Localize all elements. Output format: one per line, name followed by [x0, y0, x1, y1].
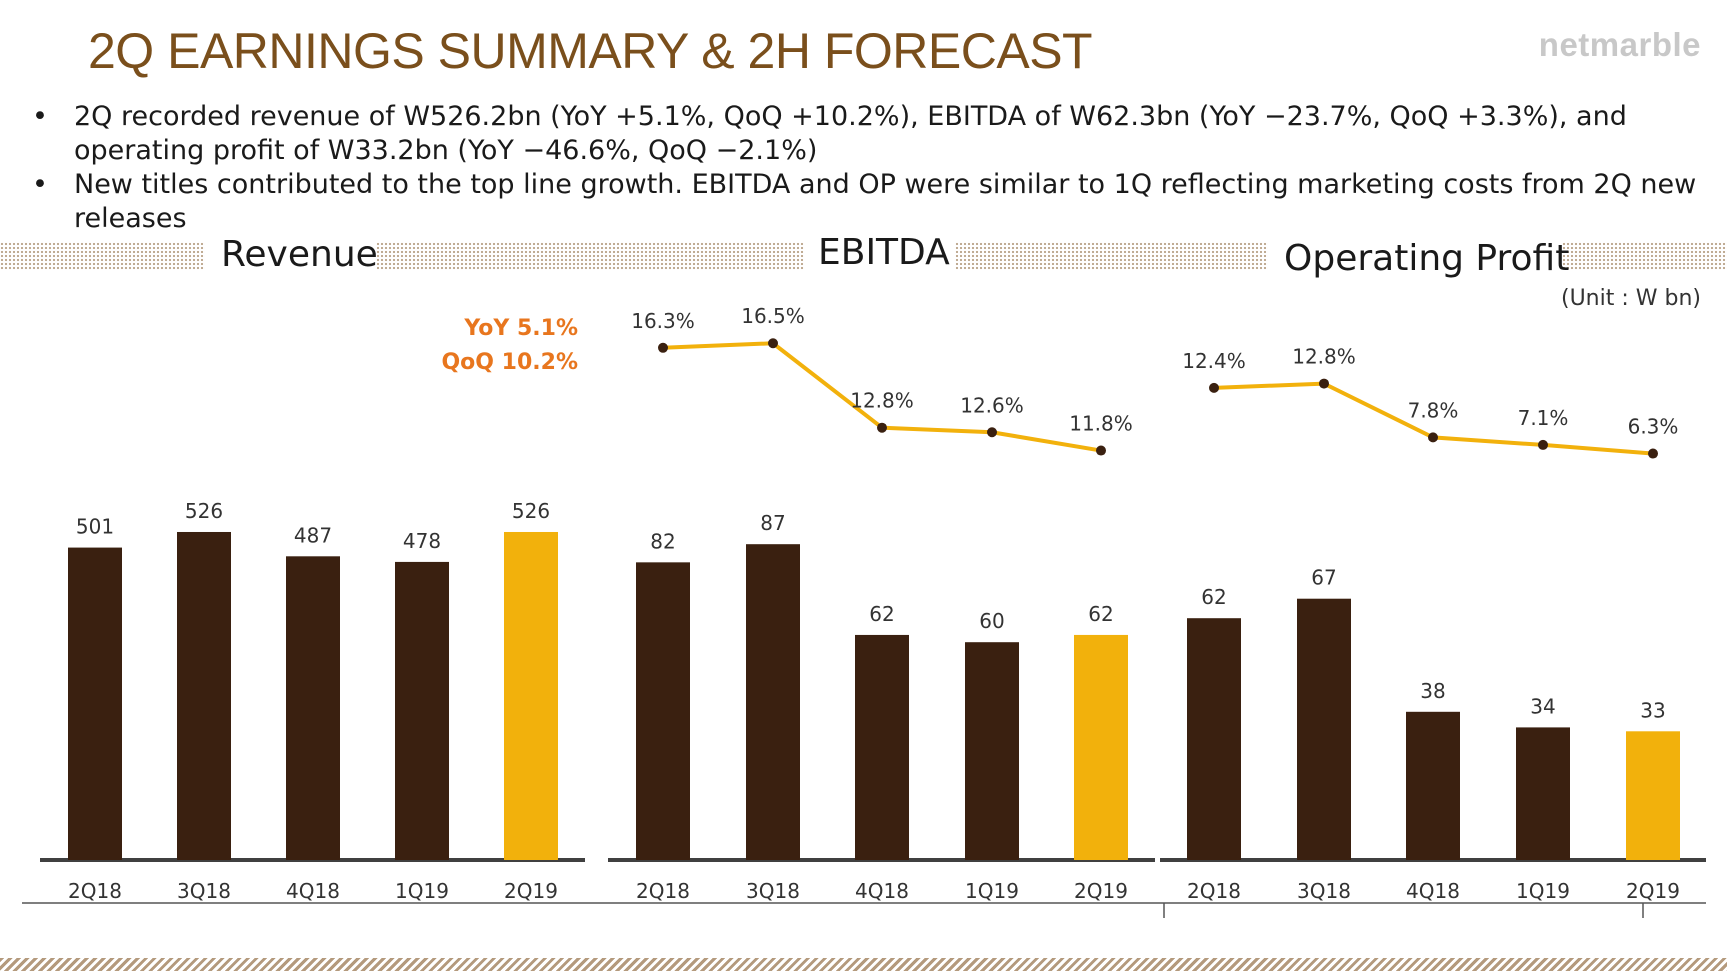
bar-value-label: 487 [294, 523, 332, 547]
netmarble-logo: netmarble [1538, 26, 1701, 63]
page-title: 2Q EARNINGS SUMMARY & 2H FORECAST [88, 23, 1093, 79]
margin-label: 12.8% [1292, 345, 1356, 369]
x-tick-label: 3Q18 [1297, 879, 1351, 903]
margin-label: 12.6% [960, 393, 1024, 417]
section-band [955, 242, 1268, 270]
bar-value-label: 34 [1530, 694, 1555, 718]
margin-label: 16.5% [741, 304, 805, 328]
footer-band [0, 958, 1727, 971]
bar-value-label: 526 [512, 499, 550, 523]
bar-3Q18 [746, 544, 800, 860]
bar-1Q19 [1516, 727, 1570, 860]
bar-1Q19 [965, 642, 1019, 860]
bar-2Q18 [1187, 618, 1241, 860]
x-tick-label: 4Q18 [855, 879, 909, 903]
margin-label: 16.3% [631, 309, 695, 333]
x-tick-label: 3Q18 [177, 879, 231, 903]
margin-point [987, 427, 997, 438]
margin-point [658, 342, 668, 353]
margin-label: 11.8% [1069, 412, 1133, 436]
bar-value-label: 33 [1640, 698, 1665, 722]
margin-point [877, 422, 887, 433]
op-section-title: Operating Profit [1284, 238, 1570, 279]
x-tick-label: 4Q18 [1406, 879, 1460, 903]
x-tick-label: 2Q18 [636, 879, 690, 903]
bar-value-label: 82 [650, 529, 675, 553]
bullet-item: 2Q recorded revenue of W526.2bn (YoY +5.… [30, 100, 1720, 168]
x-tick-label: 1Q19 [965, 879, 1019, 903]
bar-4Q18 [1406, 711, 1460, 860]
margin-point [1648, 448, 1658, 459]
margin-label: 7.8% [1408, 398, 1459, 422]
bar-value-label: 62 [869, 602, 894, 626]
margin-point [1209, 382, 1219, 393]
section-band [1562, 242, 1727, 270]
margin-point [1538, 439, 1548, 450]
bar-4Q18 [855, 634, 909, 860]
x-tick-label: 2Q18 [1187, 879, 1241, 903]
section-band [0, 242, 205, 270]
bar-value-label: 60 [979, 609, 1004, 633]
bar-2Q19 [1074, 634, 1128, 860]
section-band [376, 242, 804, 270]
bar-value-label: 478 [403, 529, 441, 553]
bar-2Q18 [636, 562, 690, 860]
unit-label: (Unit : W bn) [1560, 286, 1701, 311]
bar-value-label: 87 [760, 511, 785, 535]
bar-value-label: 501 [76, 515, 114, 539]
ebitda-section-title: EBITDA [818, 232, 950, 273]
margin-label: 12.4% [1182, 349, 1246, 373]
revenue-qoq-callout: QoQ 10.2% [441, 350, 578, 375]
bar-3Q18 [177, 531, 231, 860]
bar-value-label: 526 [185, 499, 223, 523]
revenue-yoy-callout: YoY 5.1% [464, 316, 578, 341]
x-tick-label: 3Q18 [746, 879, 800, 903]
margin-label: 12.8% [850, 389, 914, 413]
bar-2Q19 [1626, 731, 1680, 860]
bar-1Q19 [395, 561, 449, 860]
margin-label: 6.3% [1628, 415, 1679, 439]
margin-point [1319, 378, 1329, 389]
bar-2Q18 [68, 547, 122, 860]
bar-value-label: 62 [1088, 602, 1113, 626]
margin-label: 7.1% [1518, 406, 1569, 430]
x-tick-label: 2Q19 [504, 879, 558, 903]
bar-4Q18 [286, 556, 340, 860]
margin-point [1096, 445, 1106, 456]
x-tick-label: 2Q19 [1626, 879, 1680, 903]
revenue-section-title: Revenue [221, 234, 378, 275]
margin-point [768, 338, 778, 349]
x-tick-label: 1Q19 [395, 879, 449, 903]
x-tick-label: 2Q18 [68, 879, 122, 903]
x-tick-label: 2Q19 [1074, 879, 1128, 903]
margin-point [1428, 432, 1438, 443]
summary-bullets: 2Q recorded revenue of W526.2bn (YoY +5.… [30, 100, 1720, 236]
bar-value-label: 62 [1201, 585, 1226, 609]
bar-3Q18 [1297, 598, 1351, 860]
bar-value-label: 38 [1420, 679, 1445, 703]
bar-2Q19 [504, 531, 558, 860]
bullet-item: New titles contributed to the top line g… [30, 168, 1720, 236]
bar-value-label: 67 [1311, 566, 1336, 590]
x-tick-label: 1Q19 [1516, 879, 1570, 903]
x-tick-label: 4Q18 [286, 879, 340, 903]
